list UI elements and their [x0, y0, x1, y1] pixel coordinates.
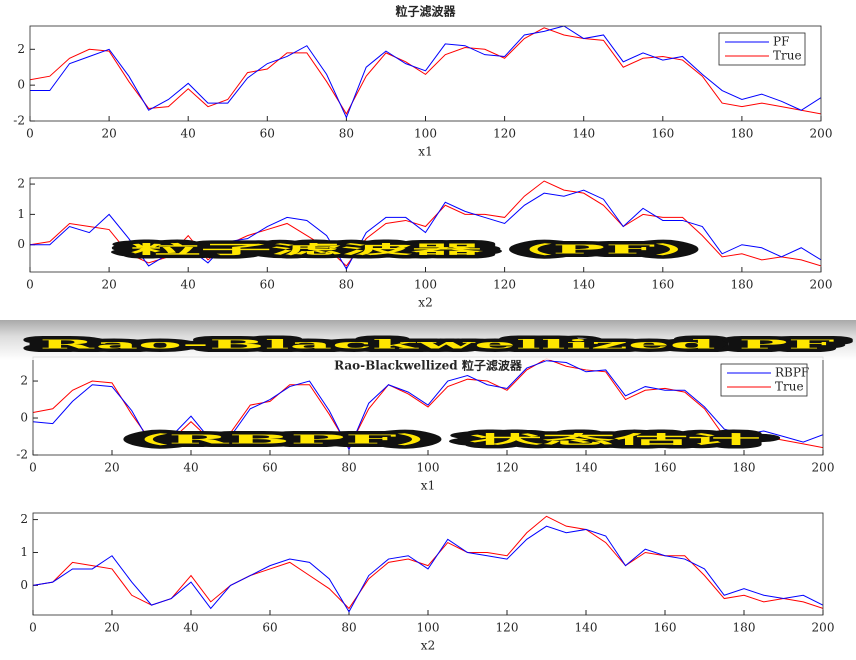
plots-lower: 0 20 40 60 80 100 120 140 160 180 200 0 1 2 x2 — [20, 512, 834, 652]
axes-box — [29, 177, 822, 273]
y-tick-label: -2 — [16, 448, 28, 462]
x-tick-label: 80 — [339, 127, 354, 141]
y-tick-label: 2 — [20, 374, 28, 388]
x-tick-label: 200 — [812, 461, 835, 475]
x-tick-label: 180 — [730, 278, 753, 292]
x-tick-label: 160 — [651, 127, 674, 141]
y-tick-label: 1 — [20, 545, 28, 559]
x-tick-label: 180 — [733, 621, 756, 635]
x-tick-label: 0 — [26, 127, 34, 141]
series-line — [33, 358, 823, 449]
x-tick-label: 20 — [104, 621, 119, 635]
x-axis-label: x1 — [421, 479, 435, 493]
x-tick-label: 20 — [101, 278, 116, 292]
chart-title: Rao-Blackwellized 粒子滤波器 — [334, 358, 523, 373]
axes-box — [32, 512, 824, 616]
plot-area — [33, 357, 823, 455]
x-tick-label: 60 — [262, 621, 277, 635]
x-tick-label: 140 — [575, 461, 598, 475]
series-line — [33, 525, 823, 613]
series-line — [30, 180, 821, 267]
x-tick-label: 100 — [414, 278, 437, 292]
overlay-line: Rao-Blackwellized PF — [40, 338, 838, 352]
y-tick-label: 0 — [17, 237, 25, 251]
x-tick-label: 200 — [810, 278, 833, 292]
x-tick-label: 100 — [417, 461, 440, 475]
window-divider — [0, 320, 856, 360]
y-tick-label: 2 — [17, 177, 25, 191]
series-line — [30, 27, 821, 115]
y-tick-label: 0 — [20, 411, 28, 425]
chart-title: 粒子滤波器 — [395, 4, 456, 19]
x-tick-label: 120 — [496, 461, 519, 475]
x-tick-label: 20 — [101, 127, 116, 141]
series-line — [30, 26, 821, 119]
x-tick-label: 60 — [262, 461, 277, 475]
x-tick-label: 160 — [654, 621, 677, 635]
x-axis-label: x2 — [418, 296, 432, 310]
overlay-line: （RBPF）状态估计 — [96, 432, 761, 447]
x-tick-label: 100 — [417, 621, 440, 635]
overlay-line: 粒子滤波器（PF） — [131, 242, 726, 257]
x-axis-label: x2 — [421, 639, 435, 653]
x-tick-label: 60 — [260, 127, 275, 141]
x-tick-label: 140 — [575, 621, 598, 635]
series-line — [33, 360, 823, 451]
plot-area — [30, 178, 821, 272]
x-tick-label: 80 — [341, 621, 356, 635]
y-tick-label: -2 — [13, 114, 25, 128]
x-tick-label: 0 — [26, 278, 34, 292]
plot-area — [30, 26, 821, 121]
x-axis-label: x1 — [418, 145, 432, 159]
x-tick-label: 180 — [730, 127, 753, 141]
x-tick-label: 140 — [572, 127, 595, 141]
legend-label: True — [775, 380, 804, 394]
axes-box — [29, 25, 822, 122]
x-tick-label: 20 — [104, 461, 119, 475]
legend-box — [720, 363, 808, 397]
x-tick-label: 200 — [812, 621, 835, 635]
x-tick-label: 80 — [341, 461, 356, 475]
plots: 0 20 40 60 80 100 120 140 160 180 200-202粒子滤波器x1PF… — [13, 4, 834, 493]
x-tick-label: 120 — [493, 278, 516, 292]
y-tick-label: 2 — [20, 512, 28, 526]
y-tick-label: 0 — [17, 78, 25, 92]
x-tick-label: 80 — [339, 278, 354, 292]
x-tick-label: 160 — [651, 278, 674, 292]
x-tick-label: 100 — [414, 127, 437, 141]
x-tick-label: 40 — [183, 461, 198, 475]
x-tick-label: 120 — [493, 127, 516, 141]
plot-area — [33, 513, 823, 615]
y-tick-label: 1 — [17, 207, 25, 221]
x-tick-label: 40 — [181, 278, 196, 292]
x-tick-label: 40 — [181, 127, 196, 141]
y-tick-label: 0 — [20, 578, 28, 592]
x-tick-label: 0 — [29, 621, 37, 635]
x-tick-label: 0 — [29, 461, 37, 475]
x-tick-label: 200 — [810, 127, 833, 141]
x-tick-label: 60 — [260, 278, 275, 292]
x-tick-label: 40 — [183, 621, 198, 635]
x-tick-label: 160 — [654, 461, 677, 475]
y-tick-label: 2 — [17, 42, 25, 56]
x-tick-label: 120 — [496, 621, 519, 635]
legend-box — [718, 32, 806, 66]
legend-label: PF — [773, 35, 789, 49]
legend-label: True — [773, 49, 802, 63]
x-tick-label: 180 — [733, 461, 756, 475]
x-tick-label: 140 — [572, 278, 595, 292]
legend-label: RBPF — [775, 366, 809, 380]
series-line — [30, 189, 821, 270]
